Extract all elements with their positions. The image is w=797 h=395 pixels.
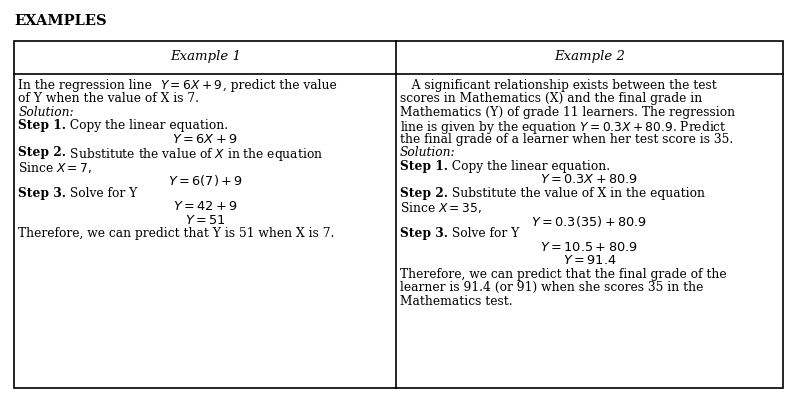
Text: EXAMPLES: EXAMPLES: [14, 14, 107, 28]
Text: line is given by the equation $Y = 0.3X + 80.9$. Predict: line is given by the equation $Y = 0.3X …: [400, 119, 727, 136]
Text: Step 1.: Step 1.: [18, 119, 66, 132]
Text: Step 2.: Step 2.: [18, 147, 66, 159]
Text: $Y = 0.3(35) + 80.9$: $Y = 0.3(35) + 80.9$: [532, 214, 647, 229]
Text: Substitute the value of X in the equation: Substitute the value of X in the equatio…: [448, 187, 705, 200]
Text: Solve for Y: Solve for Y: [448, 228, 520, 241]
Text: the final grade of a learner when her test score is 35.: the final grade of a learner when her te…: [400, 133, 733, 146]
Text: learner is 91.4 (or 91) when she scores 35 in the: learner is 91.4 (or 91) when she scores …: [400, 281, 704, 294]
Text: Since $X = 35,$: Since $X = 35,$: [400, 200, 482, 215]
Text: A significant relationship exists between the test: A significant relationship exists betwee…: [400, 79, 717, 92]
Text: $Y = 51$: $Y = 51$: [185, 214, 226, 227]
Text: $Y = 0.3X + 80.9$: $Y = 0.3X + 80.9$: [540, 173, 638, 186]
Text: $Y = 6X + 9$: $Y = 6X + 9$: [172, 133, 238, 146]
Text: Step 1.: Step 1.: [400, 160, 448, 173]
Text: Mathematics test.: Mathematics test.: [400, 295, 512, 308]
Text: Step 3.: Step 3.: [400, 228, 448, 241]
Text: Step 2.: Step 2.: [400, 187, 448, 200]
Text: $Y = 10.5 + 80.9$: $Y = 10.5 + 80.9$: [540, 241, 638, 254]
Text: Solve for Y: Solve for Y: [66, 187, 138, 200]
Text: $Y = 91.4$: $Y = 91.4$: [563, 254, 616, 267]
Text: scores in Mathematics (X) and the final grade in: scores in Mathematics (X) and the final …: [400, 92, 702, 105]
Text: Since $X = 7,$: Since $X = 7,$: [18, 160, 92, 175]
Text: $Y = 42 + 9$: $Y = 42 + 9$: [173, 200, 238, 213]
Text: , predict the value: , predict the value: [222, 79, 336, 92]
Text: Example 2: Example 2: [554, 50, 625, 63]
Text: Mathematics (Y) of grade 11 learners. The regression: Mathematics (Y) of grade 11 learners. Th…: [400, 106, 736, 119]
Text: Therefore, we can predict that the final grade of the: Therefore, we can predict that the final…: [400, 268, 727, 281]
Text: Copy the linear equation.: Copy the linear equation.: [66, 119, 229, 132]
Text: In the regression line: In the regression line: [18, 79, 160, 92]
Text: $Y = 6X + 9$: $Y = 6X + 9$: [160, 79, 222, 92]
Bar: [14, 41, 783, 388]
Text: Example 1: Example 1: [170, 50, 241, 63]
Text: Solution:: Solution:: [18, 106, 74, 119]
Text: Solution:: Solution:: [400, 147, 456, 159]
Text: Copy the linear equation.: Copy the linear equation.: [448, 160, 611, 173]
Text: of Y when the value of X is 7.: of Y when the value of X is 7.: [18, 92, 199, 105]
Text: Substitute the value of $X$ in the equation: Substitute the value of $X$ in the equat…: [66, 147, 324, 164]
Text: Step 3.: Step 3.: [18, 187, 66, 200]
Text: $Y = 6(7) + 9$: $Y = 6(7) + 9$: [167, 173, 243, 188]
Text: Therefore, we can predict that Y is 51 when X is 7.: Therefore, we can predict that Y is 51 w…: [18, 228, 335, 241]
